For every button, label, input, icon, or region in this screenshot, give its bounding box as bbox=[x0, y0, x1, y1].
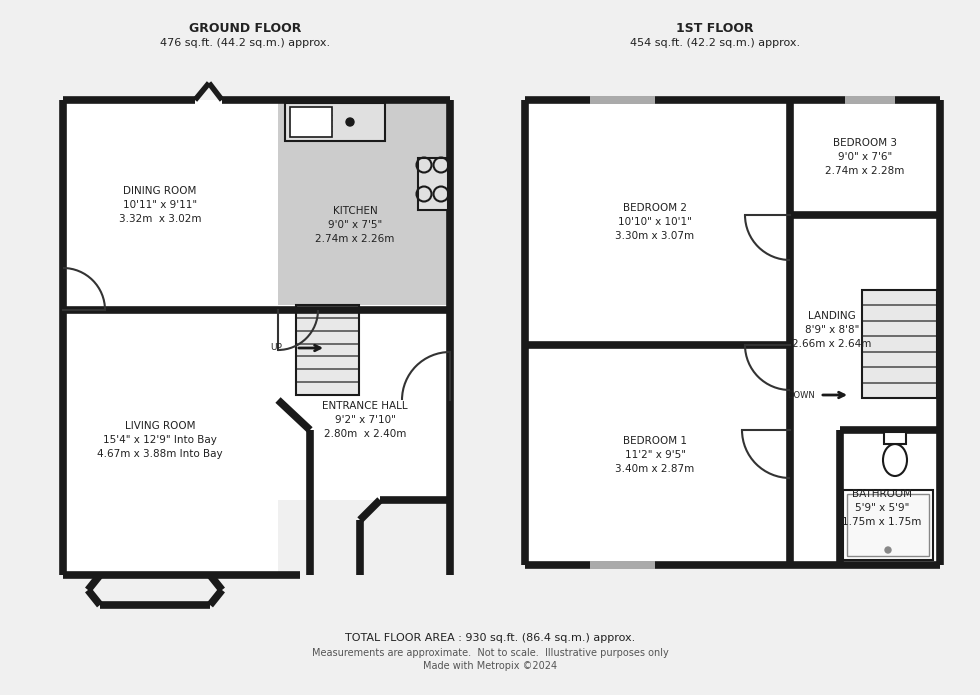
Bar bbox=[884, 432, 906, 444]
Bar bbox=[525, 100, 790, 565]
Text: KITCHEN
9'0" x 7'5"
2.74m x 2.26m: KITCHEN 9'0" x 7'5" 2.74m x 2.26m bbox=[316, 206, 395, 244]
Text: BEDROOM 1
11'2" x 9'5"
3.40m x 2.87m: BEDROOM 1 11'2" x 9'5" 3.40m x 2.87m bbox=[615, 436, 695, 474]
Bar bbox=[525, 100, 940, 565]
Bar bbox=[862, 290, 937, 398]
Text: DINING ROOM
10'11" x 9'11"
3.32m  x 3.02m: DINING ROOM 10'11" x 9'11" 3.32m x 3.02m bbox=[119, 186, 201, 224]
Bar bbox=[278, 100, 450, 118]
Text: UP: UP bbox=[270, 343, 282, 352]
Text: Made with Metropix ©2024: Made with Metropix ©2024 bbox=[423, 661, 557, 671]
Bar bbox=[290, 107, 332, 137]
Bar bbox=[845, 96, 895, 104]
Text: 454 sq.ft. (42.2 sq.m.) approx.: 454 sq.ft. (42.2 sq.m.) approx. bbox=[630, 38, 800, 48]
Text: GROUND FLOOR: GROUND FLOOR bbox=[189, 22, 301, 35]
Bar bbox=[296, 305, 359, 395]
Bar bbox=[278, 100, 450, 305]
Bar bbox=[285, 103, 385, 141]
Text: ENTRANCE HALL
9'2" x 7'10"
2.80m  x 2.40m: ENTRANCE HALL 9'2" x 7'10" 2.80m x 2.40m bbox=[322, 401, 408, 439]
Ellipse shape bbox=[883, 444, 907, 476]
Text: LANDING
8'9" x 8'8"
2.66m x 2.64m: LANDING 8'9" x 8'8" 2.66m x 2.64m bbox=[792, 311, 871, 349]
Bar bbox=[278, 100, 450, 500]
Circle shape bbox=[885, 547, 891, 553]
Text: LIVING ROOM
15'4" x 12'9" Into Bay
4.67m x 3.88m Into Bay: LIVING ROOM 15'4" x 12'9" Into Bay 4.67m… bbox=[97, 421, 222, 459]
Text: 476 sq.ft. (44.2 sq.m.) approx.: 476 sq.ft. (44.2 sq.m.) approx. bbox=[160, 38, 330, 48]
Bar bbox=[862, 290, 937, 398]
Bar bbox=[847, 494, 929, 556]
Text: TOTAL FLOOR AREA : 930 sq.ft. (86.4 sq.m.) approx.: TOTAL FLOOR AREA : 930 sq.ft. (86.4 sq.m… bbox=[345, 633, 635, 643]
Text: BATHROOM
5'9" x 5'9"
1.75m x 1.75m: BATHROOM 5'9" x 5'9" 1.75m x 1.75m bbox=[843, 489, 921, 527]
Bar bbox=[590, 96, 655, 104]
Text: 1ST FLOOR: 1ST FLOOR bbox=[676, 22, 754, 35]
Circle shape bbox=[346, 118, 354, 126]
Text: BEDROOM 3
9'0" x 7'6"
2.74m x 2.28m: BEDROOM 3 9'0" x 7'6" 2.74m x 2.28m bbox=[825, 138, 905, 176]
Bar bbox=[296, 305, 359, 395]
Bar bbox=[63, 100, 278, 520]
Text: BEDROOM 2
10'10" x 10'1"
3.30m x 3.07m: BEDROOM 2 10'10" x 10'1" 3.30m x 3.07m bbox=[615, 203, 695, 241]
Bar bbox=[590, 561, 655, 569]
Bar bbox=[843, 490, 933, 560]
Bar bbox=[418, 158, 448, 210]
Text: DOWN: DOWN bbox=[787, 391, 815, 400]
Bar bbox=[63, 310, 278, 575]
Text: Measurements are approximate.  Not to scale.  Illustrative purposes only: Measurements are approximate. Not to sca… bbox=[312, 648, 668, 658]
